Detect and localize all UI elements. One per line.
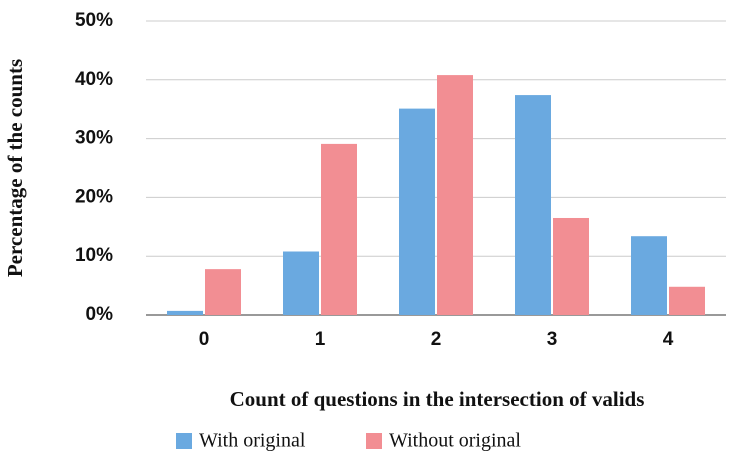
y-tick-label: 0% — [86, 304, 114, 325]
x-tick-label: 0 — [199, 329, 210, 350]
legend-label: With original — [199, 430, 306, 452]
y-tick-label: 20% — [75, 186, 113, 207]
legend-label: Without original — [389, 430, 521, 452]
bar — [205, 269, 241, 315]
bar — [167, 310, 203, 315]
bar — [437, 75, 473, 315]
bar — [283, 251, 319, 315]
y-tick-label: 30% — [75, 128, 113, 149]
bar — [515, 95, 551, 315]
x-tick-label: 1 — [315, 329, 326, 350]
y-tick-label: 40% — [75, 69, 113, 90]
bar — [553, 217, 589, 315]
bar — [399, 108, 435, 315]
x-tick-label: 3 — [547, 329, 558, 350]
bar — [321, 143, 357, 315]
y-tick-label: 10% — [75, 245, 113, 266]
bar — [631, 236, 667, 315]
legend-swatch — [176, 433, 192, 449]
x-tick-label: 2 — [431, 329, 442, 350]
bar — [669, 286, 705, 315]
legend-swatch — [366, 433, 382, 449]
y-tick-label: 50% — [75, 10, 113, 31]
x-tick-label: 4 — [663, 329, 674, 350]
x-axis-title: Count of questions in the intersection o… — [230, 387, 645, 411]
y-axis-title: Percentage of the counts — [3, 59, 27, 277]
